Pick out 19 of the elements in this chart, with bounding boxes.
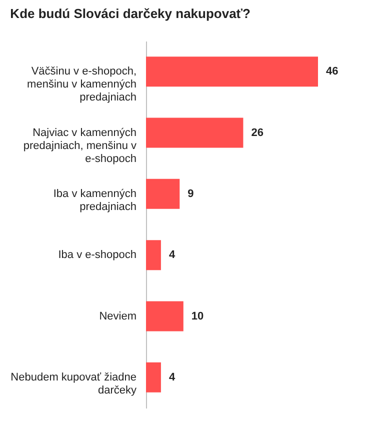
y-tick-label: Nebudem kupovať žiadne darčeky xyxy=(10,371,137,396)
data-label: 10 xyxy=(191,310,204,322)
data-label: 4 xyxy=(168,249,176,262)
bar xyxy=(146,56,318,87)
bar xyxy=(146,178,180,209)
y-tick-label: Iba v kamenných predajniach xyxy=(53,188,136,213)
bar xyxy=(146,301,184,332)
y-tick-label: Iba v e-shopoch xyxy=(58,249,136,262)
bar xyxy=(146,240,161,270)
chart-title: Kde budú Slováci darčeky nakupovať? xyxy=(10,6,251,21)
bar xyxy=(146,118,244,148)
data-label: 46 xyxy=(326,66,338,78)
data-label: 9 xyxy=(188,188,194,200)
data-label: 26 xyxy=(251,126,264,139)
y-tick-label: Neviem xyxy=(99,310,136,322)
bar xyxy=(146,362,161,392)
data-label: 4 xyxy=(168,371,176,384)
y-tick-label: Väčšinu v e-shopoch, menšinu v kamenných predajniach xyxy=(27,66,136,104)
y-tick-label: Najviac v kamenných predajniach, menšinu v e-shopoch xyxy=(23,126,137,165)
